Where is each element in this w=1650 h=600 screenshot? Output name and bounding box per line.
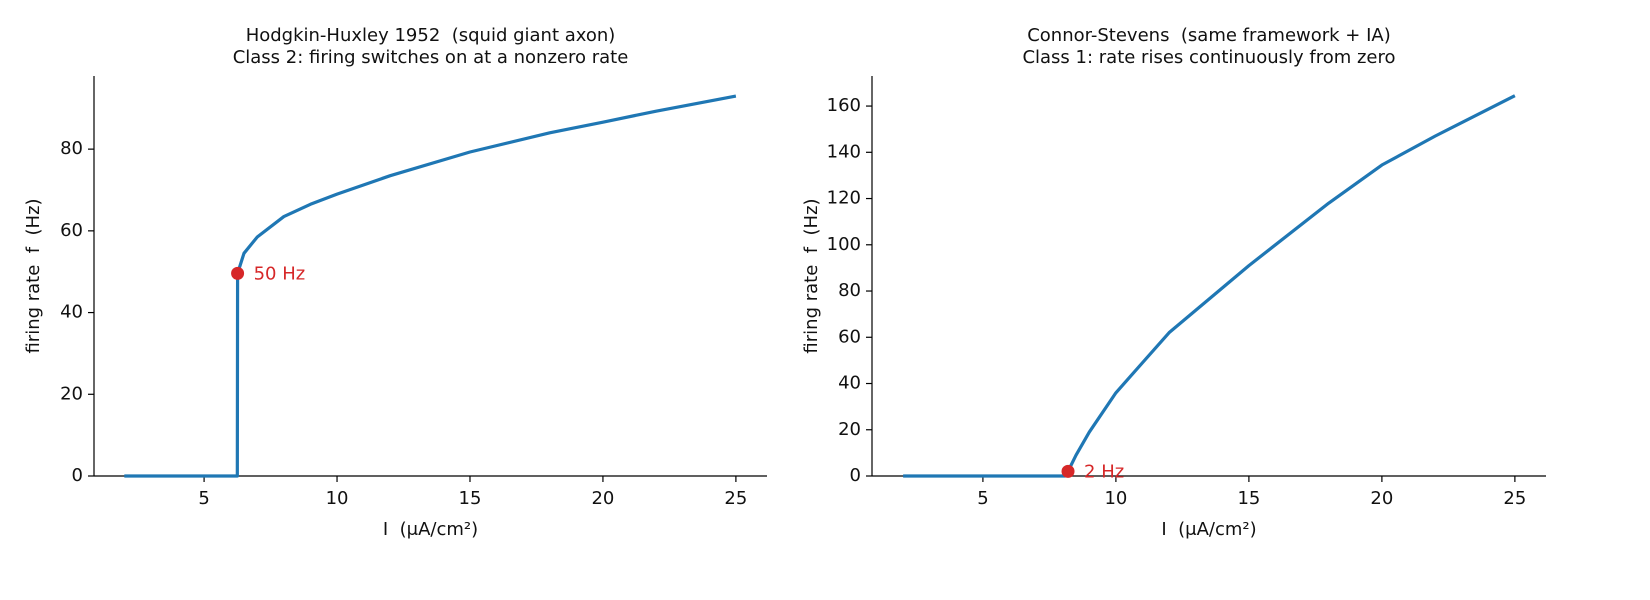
y-tick-label: 80 (60, 138, 83, 159)
chart-title: Hodgkin-Huxley 1952 (squid giant axon) (246, 25, 616, 46)
y-tick-label: 140 (827, 141, 861, 162)
marker-label: 2 Hz (1084, 461, 1124, 482)
x-tick-label: 25 (1503, 488, 1526, 509)
y-tick-label: 100 (827, 234, 861, 255)
data-line (124, 94, 737, 478)
x-tick-label: 15 (1237, 488, 1260, 509)
y-tick-label: 60 (838, 326, 861, 347)
x-tick-label: 10 (1104, 488, 1127, 509)
marker-point (231, 266, 245, 280)
y-tick-label: 60 (60, 220, 83, 241)
x-tick-label: 10 (326, 488, 349, 509)
data-line (903, 94, 1516, 478)
y-tick-label: 20 (838, 419, 861, 440)
x-tick-label: 5 (198, 488, 209, 509)
x-axis-label: I (μA/cm²) (383, 519, 478, 540)
x-tick-label: 15 (459, 488, 482, 509)
x-tick-label: 20 (591, 488, 614, 509)
x-tick-label: 5 (977, 488, 988, 509)
chart-title: Connor-Stevens (same framework + IA) (1027, 25, 1391, 46)
y-axis-label: firing rate f (Hz) (801, 198, 822, 353)
y-tick-label: 0 (850, 465, 861, 486)
x-axis-label: I (μA/cm²) (1161, 519, 1256, 540)
y-axis-label: firing rate f (Hz) (23, 198, 44, 353)
chart-subtitle: Class 2: firing switches on at a nonzero… (233, 47, 629, 68)
x-tick-label: 25 (724, 488, 747, 509)
y-tick-label: 40 (60, 302, 83, 323)
y-tick-label: 0 (72, 465, 83, 486)
y-tick-label: 80 (838, 280, 861, 301)
y-tick-label: 160 (827, 95, 861, 116)
marker-label: 50 Hz (254, 263, 306, 284)
x-tick-label: 20 (1370, 488, 1393, 509)
y-tick-label: 40 (838, 373, 861, 394)
chart-subtitle: Class 1: rate rises continuously from ze… (1022, 47, 1395, 68)
y-tick-label: 120 (827, 188, 861, 209)
y-tick-label: 20 (60, 383, 83, 404)
marker-point (1061, 464, 1075, 478)
